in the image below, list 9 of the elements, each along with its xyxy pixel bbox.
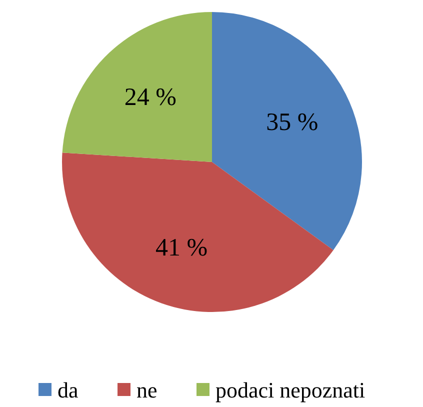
data-label: 35 %	[266, 108, 318, 136]
legend-label: da	[58, 378, 78, 403]
pie-slice	[212, 12, 362, 250]
legend-label: podaci nepoznati	[216, 378, 366, 403]
data-label: 24 %	[124, 84, 176, 112]
data-label: 41 %	[155, 234, 208, 262]
pie-slice	[62, 12, 212, 162]
pie-slice	[62, 152, 334, 312]
legend-label: ne	[136, 378, 158, 403]
